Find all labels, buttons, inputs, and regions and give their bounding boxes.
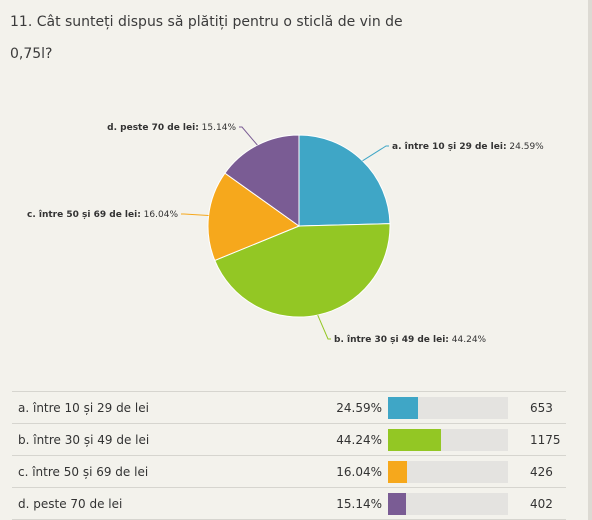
pie-connector-d: [239, 126, 258, 146]
answer-count: 402: [530, 496, 553, 511]
pie-slice-a[interactable]: [298, 134, 391, 227]
answer-bar-fill: [388, 460, 408, 483]
answer-bar-cell: [388, 424, 514, 456]
pie-label-a: a. între 10 și 29 de lei: 24.59%: [392, 142, 544, 152]
pie-slice-b[interactable]: [214, 223, 391, 318]
answer-count: 426: [530, 464, 553, 479]
table-row: b. între 30 și 49 de lei 44.24% 1175: [12, 423, 566, 456]
pie-connector-c: [181, 213, 209, 216]
answer-count: 1175: [530, 432, 561, 447]
answer-bar-cell: [388, 456, 514, 488]
pie-labels: a. între 10 și 29 de lei: 24.59% b. între…: [27, 123, 544, 345]
pie-connector-a: [362, 145, 389, 162]
answer-label: d. peste 70 de lei: [18, 496, 123, 511]
answer-bar-track: [388, 492, 508, 515]
pie-label-c: c. între 50 și 69 de lei: 16.04%: [27, 210, 178, 220]
pie-label-d: d. peste 70 de lei: 15.14%: [107, 123, 236, 133]
pie-slice-c[interactable]: [207, 172, 301, 262]
pie-label-b: b. între 30 și 49 de lei: 44.24%: [334, 335, 487, 345]
table-row: a. între 10 și 29 de lei 24.59% 653: [12, 391, 566, 424]
question-title: 11. Cât sunteți dispus să plătiți pentru…: [10, 14, 403, 62]
pie-chart: a. între 10 și 29 de lei: 24.59% b. între…: [27, 123, 544, 345]
pie-slices: [207, 134, 391, 318]
answer-percent: 15.14%: [336, 496, 382, 511]
answer-label: c. între 50 și 69 de lei: [18, 464, 149, 479]
pie-slice-d[interactable]: [224, 134, 300, 227]
answer-bar-track: [388, 396, 508, 419]
answer-bar-cell: [388, 392, 514, 424]
answer-bar-cell: [388, 488, 514, 520]
answer-bar-track: [388, 428, 508, 451]
answer-count: 653: [530, 400, 553, 415]
answer-percent: 16.04%: [336, 464, 382, 479]
answer-bar-fill: [388, 396, 418, 419]
answer-bar-fill: [388, 492, 407, 515]
table-row: c. între 50 și 69 de lei 16.04% 426: [12, 455, 566, 488]
answer-label: a. între 10 și 29 de lei: [18, 400, 149, 415]
answer-percent: 24.59%: [336, 400, 382, 415]
answer-label: b. între 30 și 49 de lei: [18, 432, 150, 447]
answer-percent: 44.24%: [336, 432, 382, 447]
pie-connector-b: [317, 314, 331, 340]
results-table: a. între 10 și 29 de lei 24.59% 653 b. într…: [12, 391, 566, 520]
answer-bar-track: [388, 460, 508, 483]
table-row: d. peste 70 de lei 15.14% 402: [12, 487, 566, 520]
answer-bar-fill: [388, 428, 442, 451]
frame-edge: [588, 0, 592, 520]
